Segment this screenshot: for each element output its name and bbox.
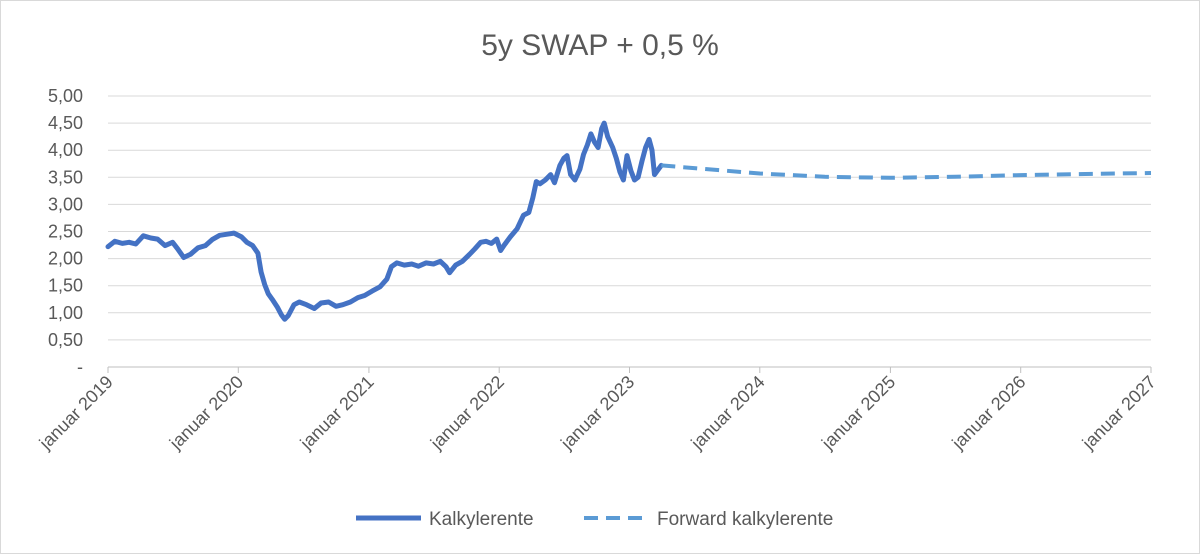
y-tick-label: 4,50 (48, 113, 83, 133)
x-tick-label: januar 2022 (426, 372, 508, 454)
legend: Kalkylerente Forward kalkylerente (356, 509, 833, 530)
chart-title: 5y SWAP + 0,5 % (481, 29, 719, 62)
gridlines (108, 95, 1151, 341)
series-line-kalkylerente (105, 120, 664, 322)
y-axis: - 0,50 1,00 1,50 2,00 2,50 3,00 3,50 4,00 4,50 5,0… (48, 86, 83, 377)
y-tick-label: 4,00 (48, 140, 83, 160)
x-tick-label: januar 2019 (35, 372, 117, 454)
legend-label: Kalkylerente (429, 509, 534, 530)
series-layer (105, 120, 1152, 322)
y-tick-label: 2,00 (48, 249, 83, 269)
y-tick-label: 2,50 (48, 222, 83, 242)
x-tick-label: januar 2027 (1078, 372, 1160, 454)
y-tick-label: 5,00 (48, 86, 83, 106)
x-tick-label: januar 2024 (687, 372, 769, 454)
x-tick-label: januar 2020 (165, 372, 247, 454)
x-tick-label: januar 2026 (947, 372, 1029, 454)
y-tick-label: 1,50 (48, 276, 83, 296)
x-tick-label: januar 2025 (817, 372, 899, 454)
y-tick-label: 1,00 (48, 303, 83, 323)
y-tick-label: - (77, 357, 83, 377)
y-tick-label: 3,50 (48, 167, 83, 187)
x-axis: januar 2019 januar 2020 januar 2021 januar … (35, 366, 1160, 454)
legend-label: Forward kalkylerente (657, 509, 833, 530)
x-tick-label: januar 2021 (296, 372, 378, 454)
y-tick-label: 3,00 (48, 194, 83, 214)
x-tick-label: januar 2023 (556, 372, 638, 454)
series-line-forward-kalkylerente (661, 163, 1152, 180)
y-tick-label: 0,50 (48, 330, 83, 350)
